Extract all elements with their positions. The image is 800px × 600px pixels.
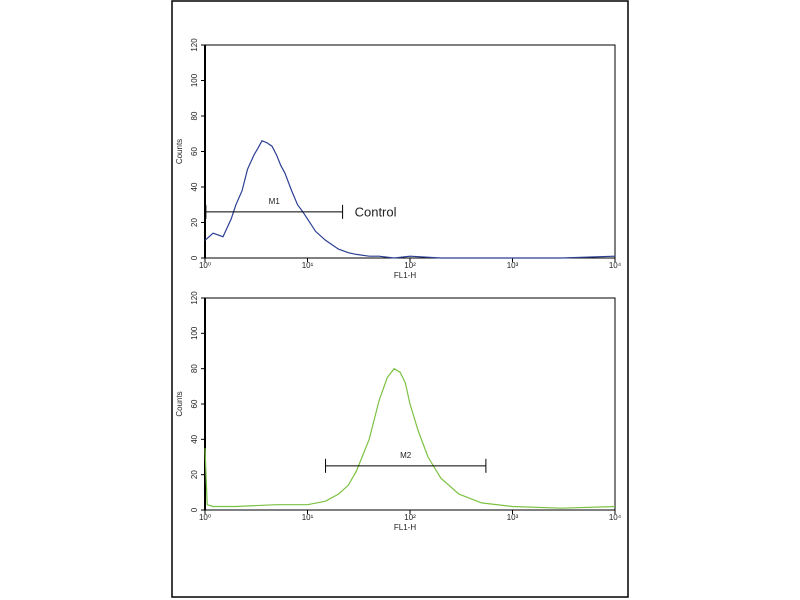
y-tick-label: 80 (190, 111, 199, 120)
x-tick-label: 10⁴ (609, 513, 622, 522)
histogram-line (204, 140, 616, 259)
marker-label: M1 (269, 197, 281, 206)
x-tick-label: 10³ (507, 261, 519, 270)
y-tick-label: 0 (190, 507, 199, 512)
x-tick-label: 10² (404, 513, 416, 522)
x-tick-label: 10¹ (302, 513, 314, 522)
x-tick-label: 10² (404, 261, 416, 270)
x-tick-label: 10¹ (302, 261, 314, 270)
y-tick-label: 20 (190, 470, 199, 479)
y-tick-label: 120 (190, 38, 199, 52)
y-axis-label: Counts (175, 139, 184, 164)
y-tick-label: 20 (190, 218, 199, 227)
y-tick-label: 100 (190, 326, 199, 340)
frame (171, 0, 629, 598)
y-tick-label: 40 (190, 434, 199, 443)
x-axis-label: FL1-H (394, 523, 416, 532)
x-axis-label: FL1-H (394, 271, 416, 280)
y-tick-label: 100 (190, 73, 199, 87)
y-tick-label: 80 (190, 364, 199, 373)
y-axis-label: Counts (175, 391, 184, 416)
y-tick-label: 60 (190, 147, 199, 156)
x-tick-label: 10³ (507, 513, 519, 522)
y-tick-label: 60 (190, 399, 199, 408)
histogram-line (204, 367, 616, 509)
x-tick-label: 10⁰ (199, 513, 211, 522)
y-tick-label: 0 (190, 255, 199, 260)
y-tick-label: 40 (190, 182, 199, 191)
x-tick-label: 10⁰ (199, 261, 211, 270)
marker-label: M2 (400, 451, 412, 460)
y-tick-label: 120 (190, 291, 199, 305)
x-tick-label: 10⁴ (609, 261, 622, 270)
annotation: Control (355, 204, 397, 219)
